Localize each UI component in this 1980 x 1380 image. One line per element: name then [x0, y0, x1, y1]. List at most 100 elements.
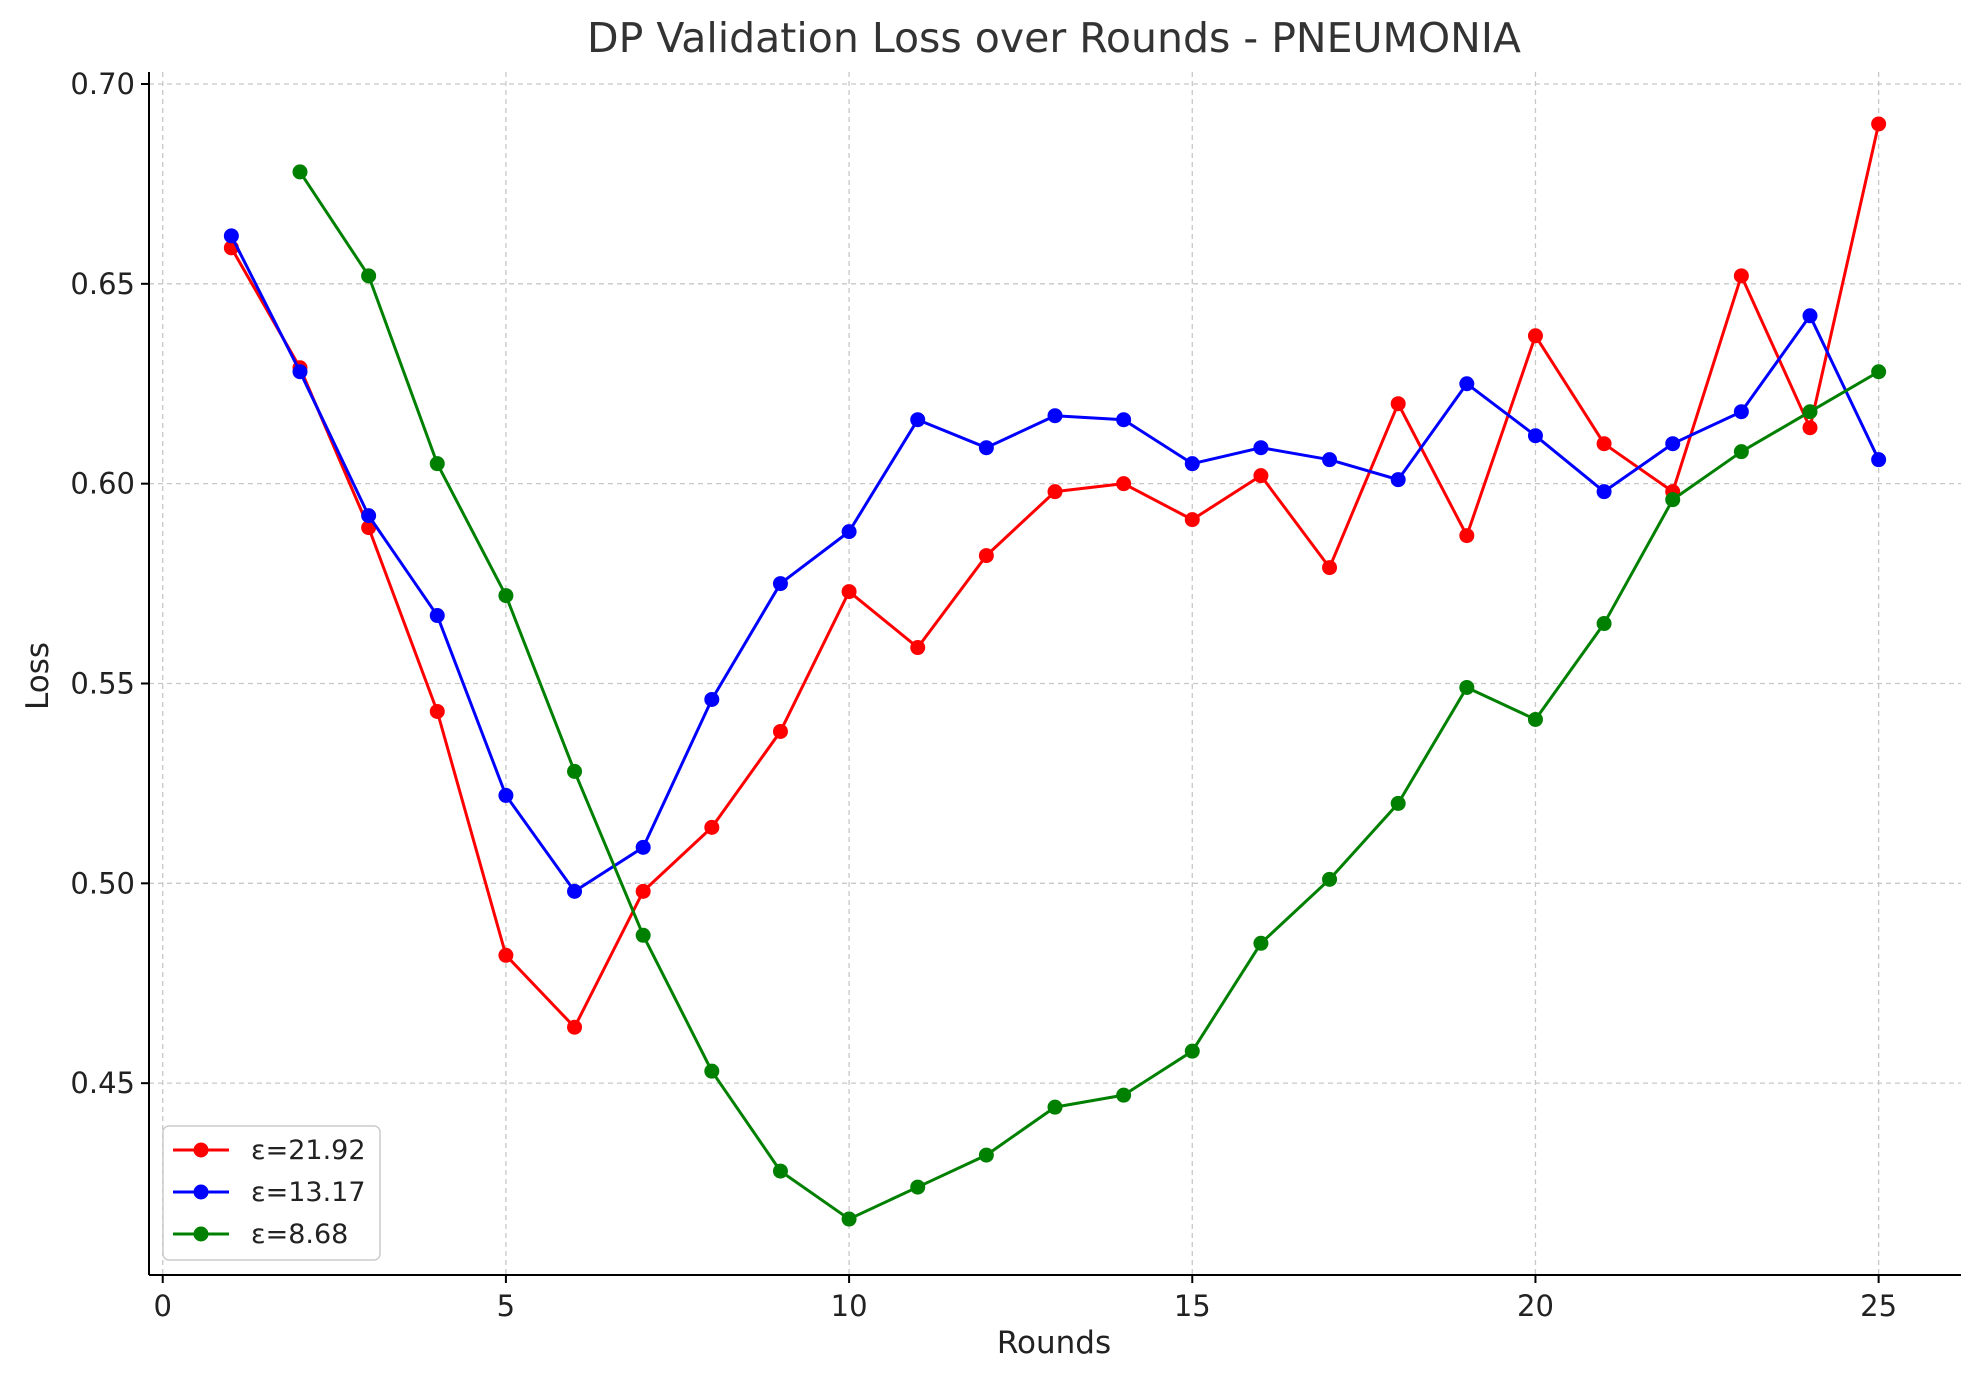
data-point: [1322, 560, 1337, 575]
x-tick-label: 10: [831, 1289, 868, 1323]
data-point: [1322, 872, 1337, 887]
data-point: [1253, 468, 1268, 483]
data-point: [1391, 396, 1406, 411]
data-point: [498, 948, 513, 963]
y-tick-label: 0.60: [70, 467, 135, 501]
data-point: [1253, 440, 1268, 455]
data-point: [1048, 1100, 1063, 1115]
data-point: [773, 724, 788, 739]
data-point: [704, 692, 719, 707]
data-point: [1528, 428, 1543, 443]
data-point: [773, 576, 788, 591]
data-point: [1048, 484, 1063, 499]
x-tick-label: 5: [497, 1289, 515, 1323]
x-axis-title: Rounds: [997, 1325, 1111, 1361]
x-tick-label: 20: [1517, 1289, 1554, 1323]
data-point: [1597, 484, 1612, 499]
data-point: [498, 588, 513, 603]
data-point: [1803, 420, 1818, 435]
y-tick-label: 0.50: [70, 866, 135, 900]
data-point: [1597, 436, 1612, 451]
data-point: [1185, 1044, 1200, 1059]
legend-swatch-marker: [194, 1185, 209, 1200]
data-point: [773, 1164, 788, 1179]
x-tick-label: 15: [1174, 1289, 1211, 1323]
series-line: [300, 172, 1879, 1219]
data-point: [1048, 408, 1063, 423]
data-point: [1528, 328, 1543, 343]
series-3: [293, 164, 1887, 1226]
data-point: [361, 268, 376, 283]
data-point: [1322, 452, 1337, 467]
data-point: [910, 1180, 925, 1195]
legend-label: ε=21.92: [251, 1135, 366, 1166]
y-tick-label: 0.70: [70, 67, 135, 101]
legend-swatch-marker: [194, 1143, 209, 1158]
data-point: [1185, 512, 1200, 527]
data-point: [1665, 492, 1680, 507]
data-point: [1803, 308, 1818, 323]
data-point: [498, 788, 513, 803]
data-point: [293, 164, 308, 179]
data-point: [567, 764, 582, 779]
grid: [149, 72, 1961, 1275]
data-point: [1734, 268, 1749, 283]
data-point: [636, 840, 651, 855]
data-point: [1185, 456, 1200, 471]
data-point: [1871, 452, 1886, 467]
series-layer: [224, 116, 1886, 1226]
data-point: [430, 456, 445, 471]
x-tick-label: 0: [154, 1289, 172, 1323]
data-point: [293, 364, 308, 379]
data-point: [1871, 364, 1886, 379]
y-tick-label: 0.45: [70, 1066, 135, 1100]
data-point: [636, 928, 651, 943]
data-point: [430, 704, 445, 719]
data-point: [1734, 404, 1749, 419]
data-point: [430, 608, 445, 623]
data-point: [842, 1212, 857, 1227]
legend-label: ε=8.68: [251, 1219, 348, 1250]
data-point: [1528, 712, 1543, 727]
data-point: [636, 884, 651, 899]
data-point: [1116, 1088, 1131, 1103]
x-tick-label: 25: [1860, 1289, 1897, 1323]
data-point: [842, 524, 857, 539]
data-point: [1253, 936, 1268, 951]
data-point: [842, 584, 857, 599]
data-point: [567, 1020, 582, 1035]
data-point: [1803, 404, 1818, 419]
data-point: [704, 1064, 719, 1079]
y-axis-title: Loss: [20, 642, 56, 710]
data-point: [704, 820, 719, 835]
series-line: [231, 236, 1878, 891]
data-point: [979, 440, 994, 455]
y-tick-label: 0.55: [70, 666, 135, 700]
legend-label: ε=13.17: [251, 1177, 366, 1208]
data-point: [1116, 412, 1131, 427]
data-point: [1391, 472, 1406, 487]
data-point: [1665, 436, 1680, 451]
data-point: [1734, 444, 1749, 459]
data-point: [1597, 616, 1612, 631]
y-tick-label: 0.65: [70, 267, 135, 301]
data-point: [979, 548, 994, 563]
data-point: [1459, 376, 1474, 391]
data-point: [979, 1148, 994, 1163]
data-point: [567, 884, 582, 899]
legend-swatch-marker: [194, 1227, 209, 1242]
data-point: [1116, 476, 1131, 491]
data-point: [1459, 528, 1474, 543]
data-point: [1459, 680, 1474, 695]
data-point: [1391, 796, 1406, 811]
chart-title: DP Validation Loss over Rounds - PNEUMON…: [587, 14, 1521, 62]
data-point: [910, 412, 925, 427]
data-point: [1871, 116, 1886, 131]
series-1: [224, 116, 1886, 1034]
data-point: [224, 228, 239, 243]
data-point: [361, 508, 376, 523]
legend: ε=21.92 ε=13.17 ε=8.68: [163, 1126, 380, 1260]
data-point: [910, 640, 925, 655]
